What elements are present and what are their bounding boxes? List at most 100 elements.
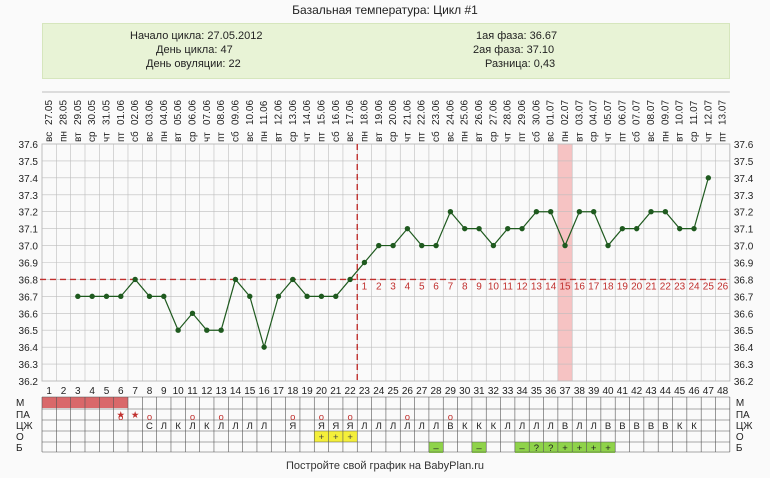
day-number: 4 xyxy=(89,386,95,397)
y-tick-label-right: 36.2 xyxy=(734,377,754,388)
ovulation-day-value: 22 xyxy=(228,58,241,70)
temperature-point xyxy=(705,175,712,181)
pregnancy-test-cell xyxy=(586,442,601,453)
day-number: 8 xyxy=(147,386,153,397)
date-label: 13.06 xyxy=(288,100,299,125)
mucus-mark-top: о xyxy=(290,412,295,423)
phase1-value: 36.67 xyxy=(529,30,558,42)
weekday-label: ср xyxy=(87,131,98,142)
phase2-day-label: 8 xyxy=(462,281,468,292)
date-label: 10.07 xyxy=(675,100,686,125)
cervical-mucus-mark: К xyxy=(204,421,210,432)
day-number: 22 xyxy=(345,386,357,397)
day-number: 18 xyxy=(287,386,299,397)
temperature-point xyxy=(390,242,396,249)
row-label-left: Б xyxy=(16,443,23,454)
pregnancy-test-cell xyxy=(600,442,616,453)
weekday-label: ср xyxy=(589,131,600,142)
date-label: 01.06 xyxy=(116,100,127,125)
page-title: Базальная температура: Цикл #1 xyxy=(292,3,478,17)
temperature-point xyxy=(275,293,282,300)
weekday-label: вт xyxy=(273,132,284,142)
phase1: 1ая фаза: 36.67 xyxy=(476,30,557,42)
date-label: 29.05 xyxy=(73,100,84,125)
date-label: 02.07 xyxy=(560,100,571,125)
date-label: 21.06 xyxy=(402,100,413,125)
weekday-label: пн xyxy=(560,131,571,142)
temperature-point xyxy=(562,242,568,249)
weekday-label: вт xyxy=(474,132,485,142)
cervical-mucus-mark: К xyxy=(677,421,683,432)
weekday-label: чт xyxy=(302,132,313,142)
pregnancy-test-mark: + xyxy=(591,443,597,454)
mucus-mark-top: о xyxy=(190,412,195,423)
phase2-day-label: 6 xyxy=(433,281,439,292)
y-tick-label-right: 37.3 xyxy=(734,191,754,202)
cervical-mucus-mark: Л xyxy=(232,421,238,432)
day-number: 46 xyxy=(688,386,700,397)
y-tick-label-right: 36.8 xyxy=(734,275,754,286)
temperature-point xyxy=(505,225,511,232)
phase2-day-label: 11 xyxy=(503,281,514,292)
day-number: 3 xyxy=(75,386,81,397)
y-tick-label-left: 36.8 xyxy=(19,275,39,286)
date-label: 04.07 xyxy=(589,100,600,125)
phase2-day-label: 2 xyxy=(376,281,382,292)
ovulation-test-mark: + xyxy=(333,432,339,443)
cervical-mucus-mark: В xyxy=(634,421,640,432)
y-tick-label-left: 36.3 xyxy=(19,360,39,371)
phase2-day-label: 24 xyxy=(688,281,700,292)
y-tick-label-left: 36.9 xyxy=(19,259,39,270)
date-label: 03.07 xyxy=(574,100,585,125)
phase2-day-label: 1 xyxy=(362,281,368,292)
y-tick-label-right: 36.4 xyxy=(734,343,754,354)
mucus-mark-top: о xyxy=(448,412,453,423)
weekday-label: пн xyxy=(58,131,69,142)
date-label: 08.06 xyxy=(216,100,227,125)
date-label: 17.06 xyxy=(345,100,356,125)
cervical-mucus-mark: В xyxy=(562,421,568,432)
date-label: 30.06 xyxy=(531,100,542,125)
row-label-left: ЦЖ xyxy=(16,421,33,432)
weekday-label: пт xyxy=(617,132,628,142)
y-tick-label-left: 36.5 xyxy=(19,326,39,337)
date-label: 01.07 xyxy=(546,100,557,125)
date-label: 07.06 xyxy=(202,100,213,125)
phase2-day-label: 12 xyxy=(516,281,528,292)
weekday-label: вт xyxy=(173,132,184,142)
y-tick-label-right: 37.6 xyxy=(734,140,754,151)
row-label-right: Б xyxy=(736,443,743,454)
temperature-point xyxy=(633,225,640,232)
weekday-label: пт xyxy=(417,132,428,142)
day-number: 27 xyxy=(416,386,428,397)
row-label-right: О xyxy=(736,432,744,443)
date-label: 28.06 xyxy=(503,100,514,125)
y-tick-label-left: 36.2 xyxy=(19,377,39,388)
day-number: 16 xyxy=(259,386,271,397)
cervical-mucus-mark: Л xyxy=(161,421,167,432)
phase2-day-label: 4 xyxy=(405,281,411,292)
cervical-mucus-mark: К xyxy=(175,421,181,432)
day-number: 28 xyxy=(431,386,443,397)
day-number: 13 xyxy=(216,386,228,397)
footer-link[interactable]: Постройте свой график на BabyPlan.ru xyxy=(285,460,485,472)
cycle-start: Начало цикла: 27.05.2012 xyxy=(130,30,262,42)
date-label: 27.05 xyxy=(44,100,55,125)
temperature-point xyxy=(490,242,497,249)
phase2-day-label: 25 xyxy=(703,281,715,292)
weekday-label: чт xyxy=(703,132,714,142)
day-number: 32 xyxy=(488,386,500,397)
day-number: 24 xyxy=(373,386,385,397)
temperature-point xyxy=(662,209,669,215)
weekday-label: чт xyxy=(603,132,614,142)
phase2-day-label: 13 xyxy=(531,281,543,292)
day-number: 31 xyxy=(474,386,486,397)
temperature-point xyxy=(333,293,339,300)
date-label: 12.07 xyxy=(703,100,714,125)
pregnancy-test-mark: – xyxy=(519,443,525,454)
mucus-mark-top: о xyxy=(405,412,410,423)
ovulation-test-cell xyxy=(314,431,329,442)
pregnancy-test-mark: + xyxy=(577,443,583,454)
weekday-label: вт xyxy=(73,132,84,142)
cervical-mucus-mark: Л xyxy=(247,421,253,432)
